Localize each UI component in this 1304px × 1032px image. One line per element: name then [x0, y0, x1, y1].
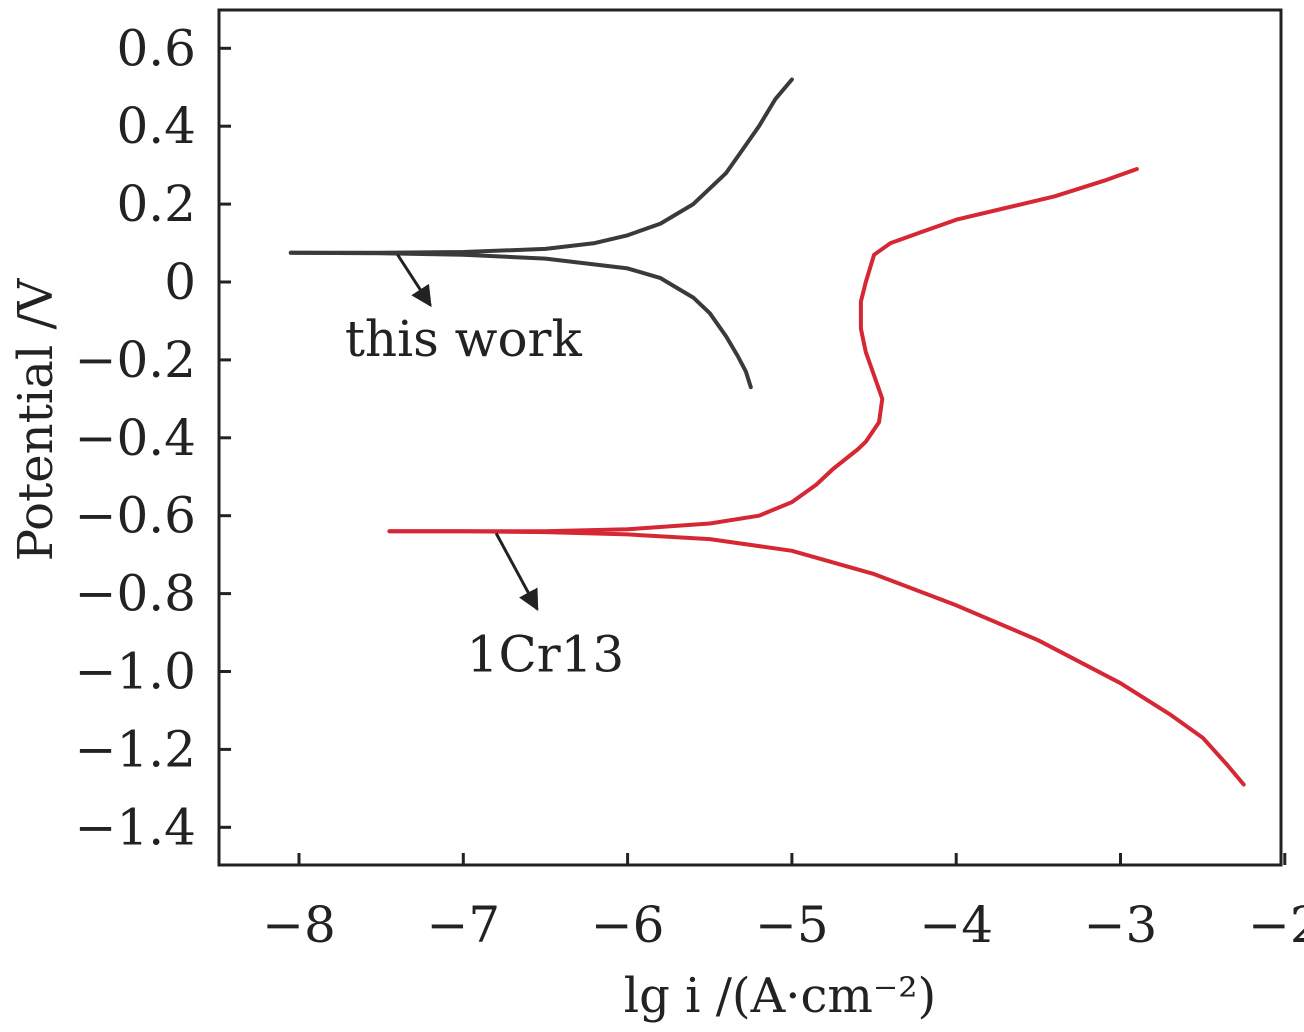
annotation-arrow-1cr13 [494, 532, 539, 612]
y-tick-label: −0.2 [75, 331, 196, 389]
annotation-arrow-this-work [396, 253, 432, 308]
annotation-label-1cr13: 1Cr13 [467, 626, 625, 684]
x-tick-label: −4 [919, 896, 993, 954]
y-tick-label: 0 [164, 253, 196, 311]
x-tick-label: −2 [1248, 896, 1304, 954]
y-tick-label: −1.0 [75, 643, 196, 701]
y-tick-label: −1.2 [75, 720, 196, 778]
series-1cr13-branch-cathodic [387, 529, 1246, 787]
series-1cr13-branch-anodic [387, 167, 1139, 534]
x-tick-label: −6 [591, 896, 665, 954]
x-axis: −8 −7 −6 −5 −4 −3 −2 [262, 853, 1304, 954]
x-tick-label: −5 [755, 896, 829, 954]
x-tick-label: −7 [426, 896, 500, 954]
y-tick-label: −0.8 [75, 565, 196, 623]
y-axis: 0.6 0.4 0.2 0 −0.2 −0.4 −0.6 −0.8 −1.0 −1.2 −1.4 [75, 19, 231, 856]
y-axis-title: Potential /V [8, 277, 64, 561]
y-tick-label: 0.4 [116, 97, 196, 155]
annotation-layer: this work 1Cr13 [345, 253, 625, 684]
y-tick-label: 0.6 [116, 19, 196, 77]
series-this-work-branch-cathodic [288, 250, 753, 390]
y-tick-label: −0.4 [75, 409, 196, 467]
series-layer [288, 77, 1246, 787]
x-tick-label: −8 [262, 896, 336, 954]
x-tick-label: −3 [1084, 896, 1158, 954]
y-tick-label: 0.2 [116, 175, 196, 233]
annotation-label-this-work: this work [345, 310, 583, 368]
series-this-work-branch-anodic [288, 77, 794, 255]
y-tick-label: −0.6 [75, 487, 196, 545]
x-axis-title: lg i /(A·cm⁻²) [624, 968, 936, 1024]
y-tick-label: −1.4 [75, 798, 196, 856]
